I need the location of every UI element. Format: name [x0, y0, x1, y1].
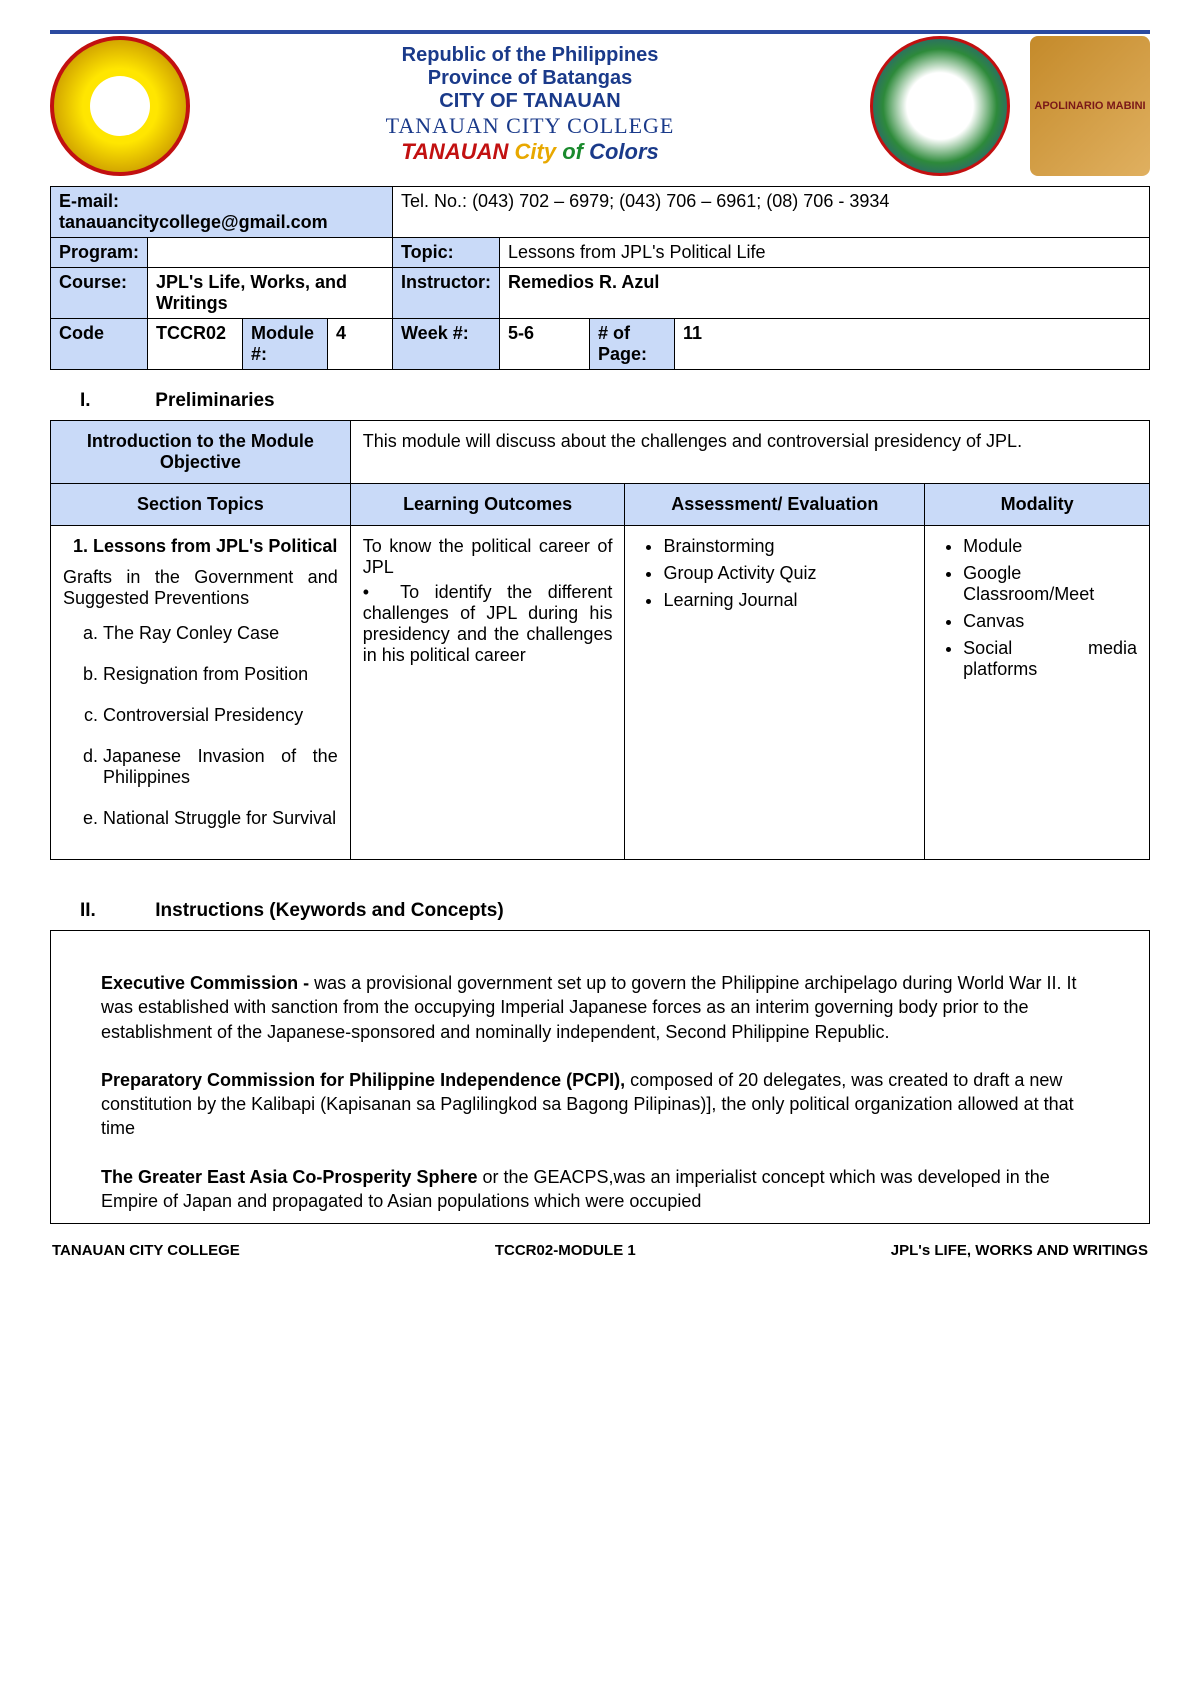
- section-instructions: II. Instructions (Keywords and Concepts): [80, 900, 1150, 922]
- modality-cell: Module Google Classroom/Meet Canvas Soci…: [925, 526, 1150, 860]
- col-modality: Modality: [925, 484, 1150, 526]
- header-line3: CITY OF TANAUAN: [210, 90, 850, 113]
- sub-e: National Struggle for Survival: [103, 808, 338, 829]
- footer-left: TANAUAN CITY COLLEGE: [52, 1242, 240, 1259]
- header-line1: Republic of the Philippines: [210, 44, 850, 67]
- col-assess: Assessment/ Evaluation: [625, 484, 925, 526]
- col-topics: Section Topics: [51, 484, 351, 526]
- lesson-subtext: Grafts in the Government and Suggested P…: [63, 567, 338, 609]
- prelim-table: Introduction to the Module Objective Thi…: [50, 420, 1150, 860]
- assess-cell: Brainstorming Group Activity Quiz Learni…: [625, 526, 925, 860]
- header-line2: Province of Batangas: [210, 67, 850, 90]
- tel-cell: Tel. No.: (043) 702 – 6979; (043) 706 – …: [393, 187, 1150, 238]
- lesson-title: Lessons from JPL's Political: [93, 536, 338, 557]
- col-outcomes: Learning Outcomes: [350, 484, 625, 526]
- sub-b: Resignation from Position: [103, 664, 338, 685]
- footer-center: TCCR02-MODULE 1: [495, 1242, 636, 1259]
- code-label: Code: [51, 319, 148, 370]
- intro-text: This module will discuss about the chall…: [350, 421, 1149, 484]
- sub-a: The Ray Conley Case: [103, 623, 338, 644]
- week-label: Week #:: [393, 319, 500, 370]
- module-value: 4: [328, 319, 393, 370]
- instructions-box: Executive Commission - was a provisional…: [50, 930, 1150, 1224]
- footer-right: JPL's LIFE, WORKS AND WRITINGS: [891, 1242, 1148, 1259]
- section-preliminaries: I. Preliminaries: [80, 390, 1150, 412]
- topics-cell: Lessons from JPL's Political Grafts in t…: [51, 526, 351, 860]
- course-value: JPL's Life, Works, and Writings: [148, 268, 393, 319]
- page-value: 11: [675, 319, 1150, 370]
- instr-p3: The Greater East Asia Co-Prosperity Sphe…: [101, 1165, 1099, 1214]
- email-cell: E-mail: tanauancitycollege@gmail.com: [51, 187, 393, 238]
- module-label: Module #:: [243, 319, 328, 370]
- instr-p2: Preparatory Commission for Philippine In…: [101, 1068, 1099, 1141]
- instructor-label: Instructor:: [393, 268, 500, 319]
- topic-value: Lessons from JPL's Political Life: [500, 238, 1150, 268]
- course-label: Course:: [51, 268, 148, 319]
- week-value: 5-6: [500, 319, 590, 370]
- city-seal-icon: [870, 36, 1010, 176]
- program-label: Program:: [51, 238, 148, 268]
- header-line4: TANAUAN CITY COLLEGE: [210, 113, 850, 139]
- sub-d: Japanese Invasion of the Philippines: [103, 746, 338, 788]
- instructor-value: Remedios R. Azul: [500, 268, 1150, 319]
- header-text: Republic of the Philippines Province of …: [210, 36, 850, 165]
- header: Republic of the Philippines Province of …: [50, 36, 1150, 176]
- intro-label: Introduction to the Module Objective: [51, 421, 351, 484]
- tagline: TANAUAN City of Colors: [210, 139, 850, 165]
- topic-label: Topic:: [393, 238, 500, 268]
- outcomes-cell: To know the political career of JPL • To…: [350, 526, 625, 860]
- instr-p1: Executive Commission - was a provisional…: [101, 971, 1099, 1044]
- info-table: E-mail: tanauancitycollege@gmail.com Tel…: [50, 186, 1150, 370]
- page-label: # of Page:: [590, 319, 675, 370]
- program-value: [148, 238, 393, 268]
- code-value: TCCR02: [148, 319, 243, 370]
- college-logo-icon: [50, 36, 190, 176]
- top-bar: [50, 30, 1150, 34]
- mabini-logo-icon: APOLINARIO MABINI: [1030, 36, 1150, 176]
- footer: TANAUAN CITY COLLEGE TCCR02-MODULE 1 JPL…: [50, 1242, 1150, 1259]
- sub-c: Controversial Presidency: [103, 705, 338, 726]
